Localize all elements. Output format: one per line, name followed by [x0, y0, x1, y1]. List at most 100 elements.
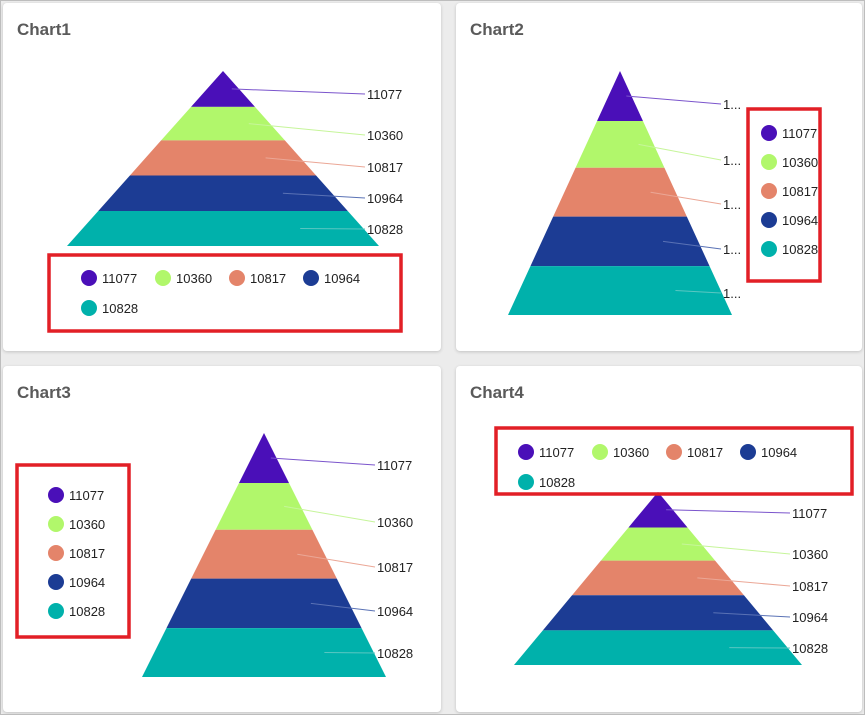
- pyramid-slice[interactable]: [553, 167, 687, 217]
- legend-item-label[interactable]: 10817: [69, 546, 105, 561]
- chart-1-svg: 11077 10360 10817 10964 10828 11077 10360 10817…: [47, 71, 403, 333]
- data-label: 10817: [367, 160, 403, 175]
- legend-item-label[interactable]: 10360: [69, 517, 105, 532]
- legend-item-label[interactable]: 10828: [69, 604, 105, 619]
- data-label: 1...: [723, 197, 741, 212]
- pyramid-slice[interactable]: [628, 492, 688, 528]
- chart-card-2: Chart2 1... 1... 1... 1... 1... 11077 10360 108…: [456, 3, 862, 351]
- data-label: 10360: [367, 128, 403, 143]
- pyramid-slice[interactable]: [530, 216, 710, 267]
- legend-item-label[interactable]: 10828: [782, 242, 818, 257]
- legend-item-label[interactable]: 10964: [69, 575, 105, 590]
- legend-highlight-box: [494, 426, 854, 496]
- connector-line: [231, 88, 366, 95]
- legend-marker-icon[interactable]: [81, 270, 97, 286]
- pyramid-slice[interactable]: [508, 266, 732, 315]
- connector-line: [297, 553, 376, 568]
- legend-marker-icon[interactable]: [740, 444, 756, 460]
- legend-item-label[interactable]: 10817: [782, 184, 818, 199]
- data-label: 10964: [367, 191, 403, 206]
- pyramid-slice[interactable]: [238, 433, 290, 484]
- chart-title: Chart4: [470, 383, 524, 402]
- pyramid-slice[interactable]: [161, 106, 285, 141]
- data-label: 10964: [792, 610, 828, 625]
- legend-item-label[interactable]: 11077: [102, 271, 137, 286]
- pyramid-slice[interactable]: [575, 121, 665, 168]
- legend-item-label[interactable]: 10964: [324, 271, 360, 286]
- pyramid-slice[interactable]: [142, 628, 386, 677]
- legend-marker-icon[interactable]: [155, 270, 171, 286]
- legend-item-label[interactable]: 10817: [687, 445, 723, 460]
- legend-item-label[interactable]: 10964: [782, 213, 818, 228]
- legend-marker-icon[interactable]: [48, 603, 64, 619]
- chart-card-4: Chart4 11077 10360 10817 10964 10828 11077 103…: [456, 366, 862, 712]
- legend-item-label[interactable]: 10360: [176, 271, 212, 286]
- legend-marker-icon[interactable]: [761, 241, 777, 257]
- pyramid-slice[interactable]: [191, 71, 255, 107]
- connector-line: [713, 612, 791, 618]
- chart-title: Chart3: [17, 383, 71, 402]
- pyramid-slice[interactable]: [129, 140, 317, 176]
- connector-line: [662, 240, 722, 250]
- legend-marker-icon[interactable]: [518, 444, 534, 460]
- legend-item-label[interactable]: 10828: [539, 475, 575, 490]
- connector-line: [681, 543, 791, 555]
- legend-marker-icon[interactable]: [666, 444, 682, 460]
- pyramid-slice[interactable]: [600, 527, 716, 561]
- legend-marker-icon[interactable]: [761, 212, 777, 228]
- legend-marker-icon[interactable]: [761, 183, 777, 199]
- data-label: 11077: [792, 506, 827, 521]
- chart-4-svg: 11077 10360 10817 10964 10828 11077 10360 10817…: [494, 426, 854, 665]
- legend-marker-icon[interactable]: [761, 125, 777, 141]
- legend-marker-icon[interactable]: [81, 300, 97, 316]
- legend-marker-icon[interactable]: [592, 444, 608, 460]
- pyramid-slice[interactable]: [215, 483, 313, 530]
- pyramid-slice[interactable]: [67, 210, 379, 246]
- data-label: 10817: [377, 560, 413, 575]
- chart-card-1: Chart1 11077 10360 10817 10964 10828 11077 103…: [3, 3, 441, 351]
- legend-item-label[interactable]: 11077: [69, 488, 104, 503]
- connector-line: [282, 192, 366, 199]
- legend-item-label[interactable]: 10964: [761, 445, 797, 460]
- data-label: 11077: [377, 458, 412, 473]
- connector-line: [284, 505, 376, 523]
- legend-item-label[interactable]: 10817: [250, 271, 286, 286]
- pyramid-slice[interactable]: [542, 595, 774, 631]
- legend-marker-icon[interactable]: [48, 516, 64, 532]
- legend-item-label[interactable]: 10828: [102, 301, 138, 316]
- connector-line: [697, 577, 791, 587]
- legend-marker-icon[interactable]: [518, 474, 534, 490]
- data-label: 10360: [792, 547, 828, 562]
- legend-marker-icon[interactable]: [48, 574, 64, 590]
- legend-marker-icon[interactable]: [303, 270, 319, 286]
- data-label: 10817: [792, 579, 828, 594]
- legend-marker-icon[interactable]: [761, 154, 777, 170]
- legend-highlight-box: [746, 107, 822, 283]
- data-label: 10828: [377, 646, 413, 661]
- data-label: 1...: [723, 242, 741, 257]
- data-label: 10964: [377, 604, 413, 619]
- legend-item-label[interactable]: 10360: [782, 155, 818, 170]
- pyramid-slice[interactable]: [572, 560, 744, 596]
- data-label: 1...: [723, 97, 741, 112]
- pyramid-slice[interactable]: [191, 529, 337, 579]
- legend-item-label[interactable]: 11077: [782, 126, 817, 141]
- legend-marker-icon[interactable]: [48, 487, 64, 503]
- data-label: 1...: [723, 153, 741, 168]
- legend-marker-icon[interactable]: [48, 545, 64, 561]
- legend-marker-icon[interactable]: [229, 270, 245, 286]
- legend-item-label[interactable]: 11077: [539, 445, 574, 460]
- pyramid-slice[interactable]: [514, 630, 802, 665]
- legend-item-label[interactable]: 10360: [613, 445, 649, 460]
- chart-title: Chart2: [470, 20, 524, 39]
- connector-line: [248, 123, 366, 136]
- data-label: 11077: [367, 87, 402, 102]
- pyramid-slice[interactable]: [166, 578, 362, 629]
- data-label: 10360: [377, 515, 413, 530]
- connector-line: [626, 95, 722, 105]
- data-label: 1...: [723, 286, 741, 301]
- connector-line: [638, 143, 722, 161]
- connector-line: [650, 191, 722, 205]
- pyramid-slice[interactable]: [597, 71, 643, 122]
- pyramid-slice[interactable]: [98, 175, 348, 211]
